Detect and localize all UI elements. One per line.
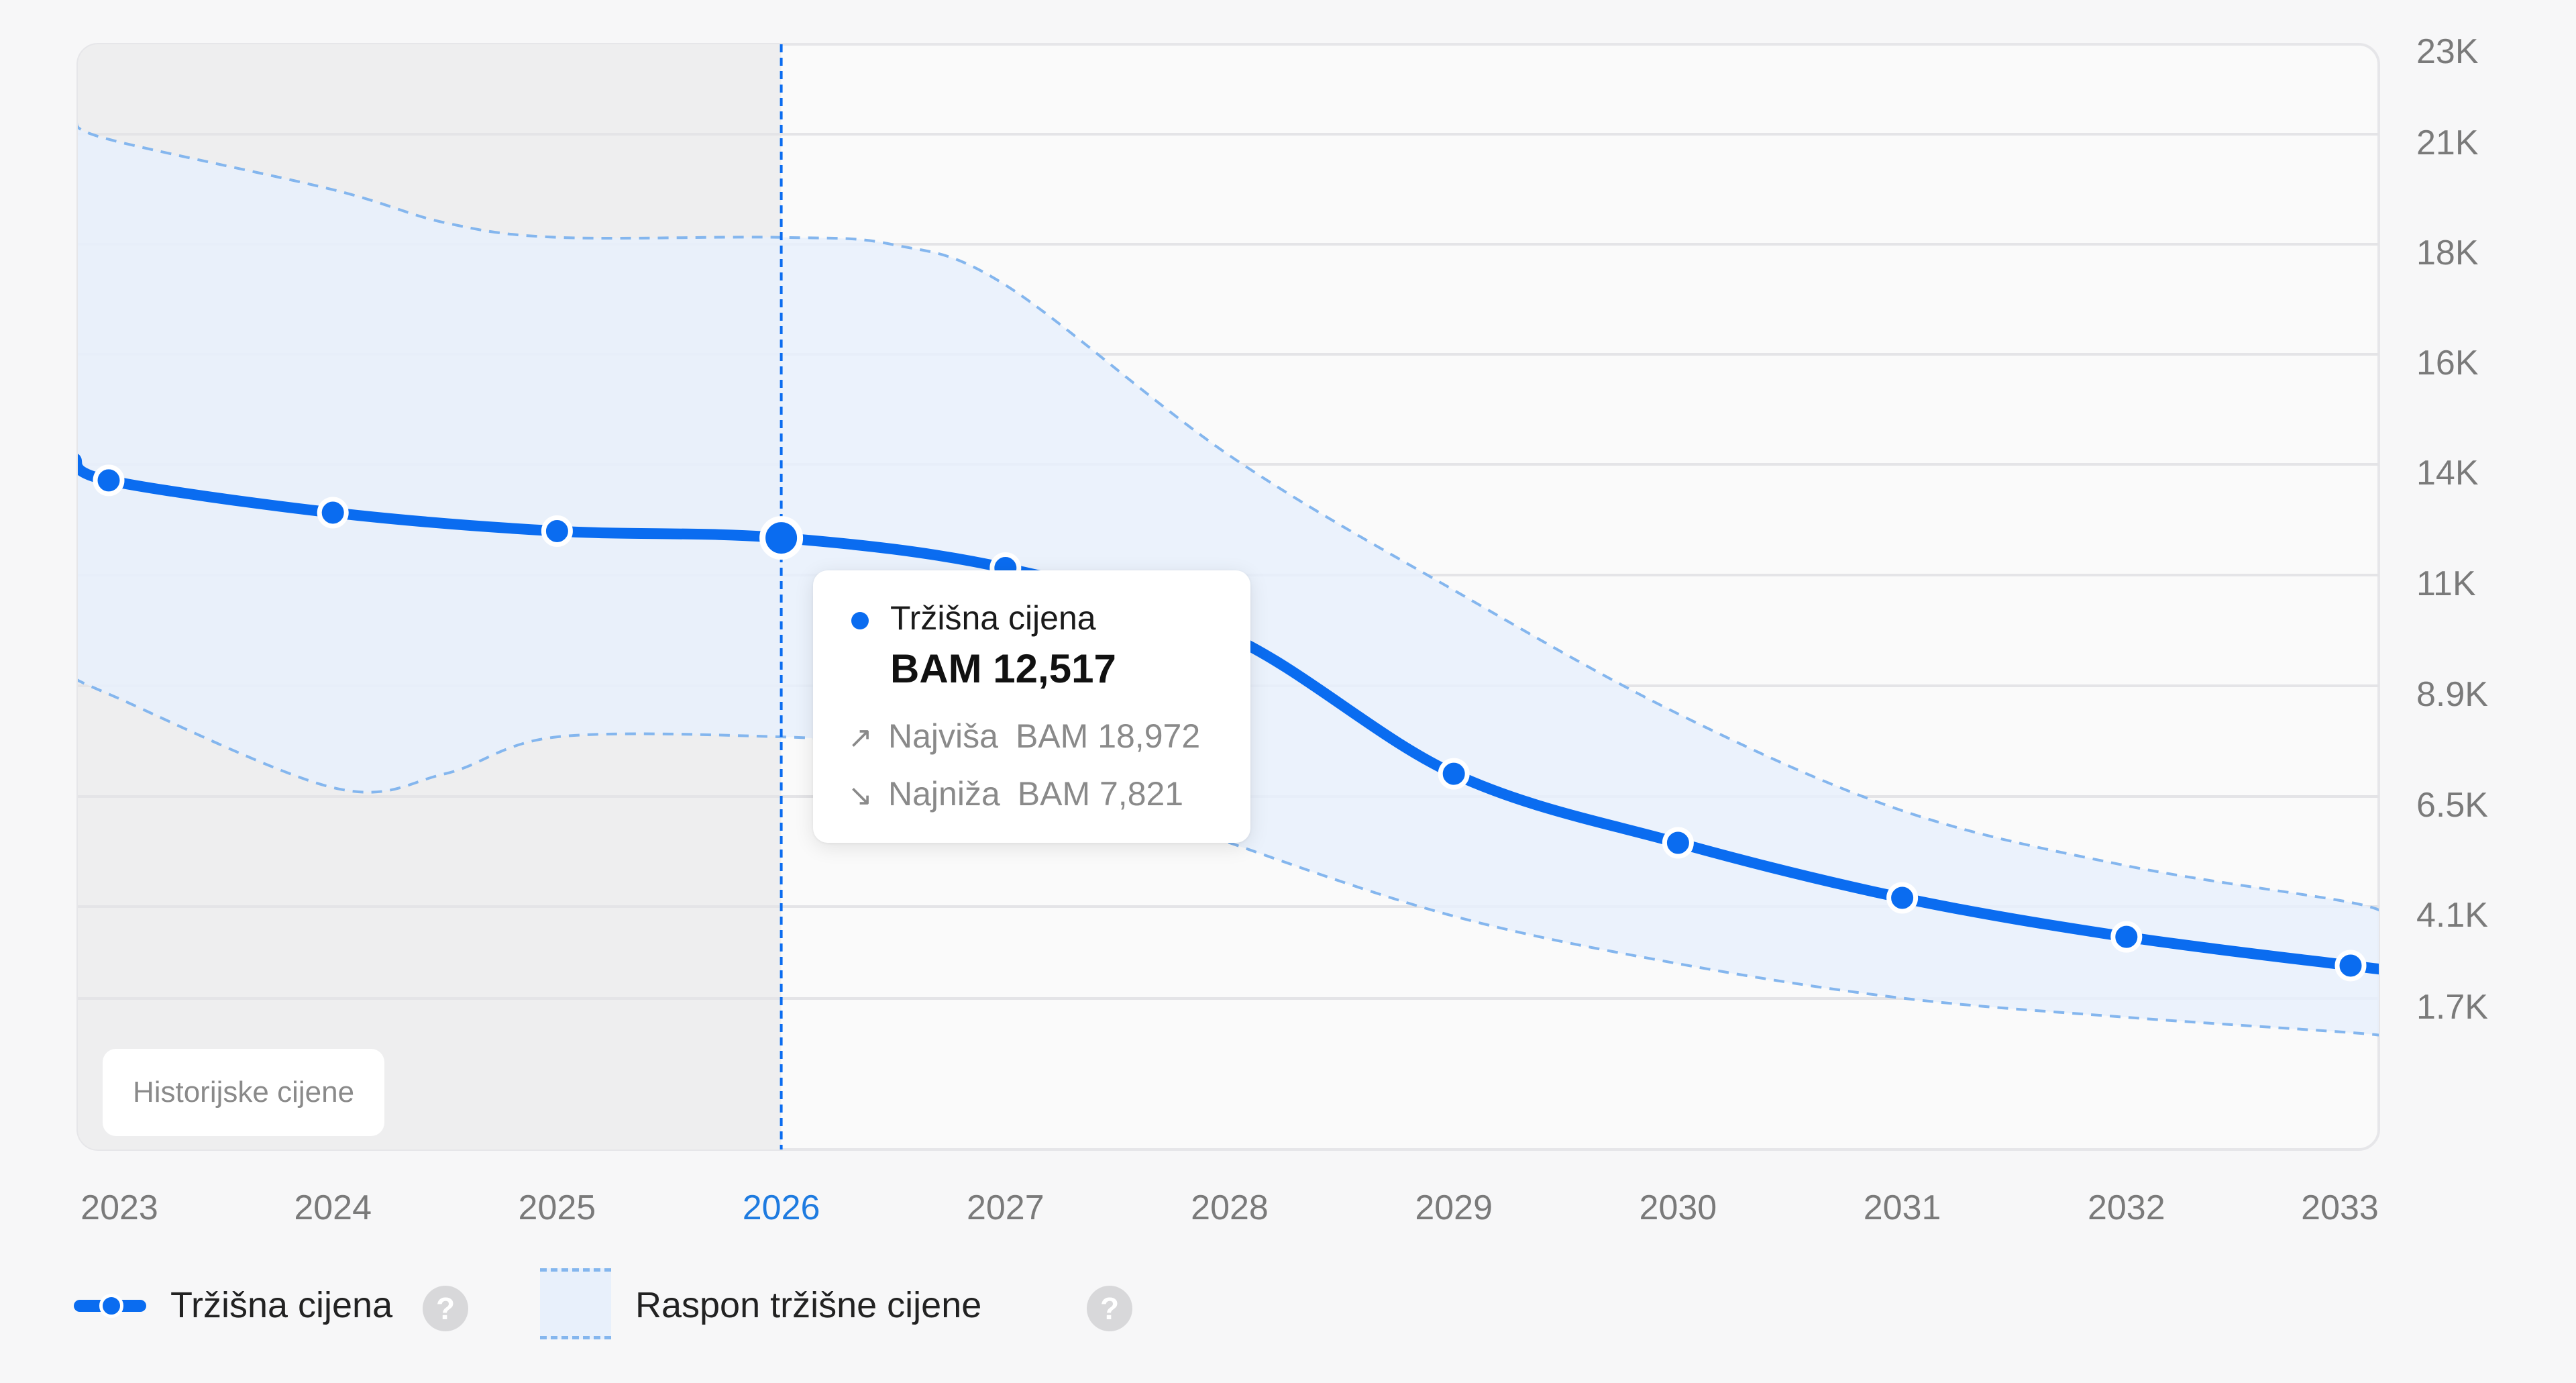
- arrow-up-right-icon: ↗: [848, 721, 873, 754]
- price-range-upper-line: [78, 119, 2379, 918]
- y-tick-label: 21K: [2416, 123, 2479, 162]
- x-tick-label: 2023: [80, 1188, 158, 1227]
- tooltip-value: BAM 12,517: [890, 646, 1116, 691]
- tooltip-series-dot: [851, 612, 869, 629]
- y-tick-label: 14K: [2416, 454, 2479, 493]
- data-point-2029: [1438, 758, 1470, 790]
- x-tick-label: 2029: [1415, 1188, 1493, 1227]
- y-tick-label: 23K: [2416, 32, 2479, 71]
- data-point-2023: [93, 464, 125, 497]
- data-point-2024: [317, 497, 349, 529]
- y-tick-label: 11K: [2416, 564, 2476, 603]
- data-point-2025: [541, 515, 573, 547]
- data-point-2031: [1886, 882, 1919, 914]
- y-tick-label: 18K: [2416, 234, 2479, 272]
- x-tick-label: 2025: [519, 1188, 596, 1227]
- tooltip-high-label: Najviša: [888, 717, 998, 755]
- help-icon[interactable]: ?: [1087, 1286, 1132, 1331]
- legend-item-market-price[interactable]: Tržišna cijena ?: [74, 1268, 490, 1342]
- tooltip-high-row: ↗ Najviša BAM 18,972: [848, 717, 1200, 756]
- x-tick-label: 2027: [967, 1188, 1044, 1227]
- tooltip-low-label: Najniža: [888, 775, 1000, 813]
- y-tick-label: 16K: [2416, 344, 2479, 382]
- x-tick-label: 2033: [2301, 1188, 2379, 1227]
- arrow-down-right-icon: ↘: [848, 779, 873, 812]
- y-tick-label: 1.7K: [2416, 988, 2488, 1027]
- x-tick-label: 2024: [294, 1188, 372, 1227]
- price-range-lower-line: [78, 676, 2379, 1038]
- data-point-2033: [2334, 950, 2367, 982]
- tooltip-series-label: Tržišna cijena: [890, 599, 1096, 637]
- legend-label-market-price: Tržišna cijena: [170, 1285, 393, 1325]
- legend-line-dot: [99, 1294, 123, 1318]
- data-point-2026: [759, 516, 804, 560]
- x-tick-label: 2028: [1191, 1188, 1269, 1227]
- x-tick-label: 2030: [1640, 1188, 1717, 1227]
- historical-prices-label: Historijske cijene: [103, 1049, 384, 1136]
- help-icon[interactable]: ?: [423, 1286, 468, 1331]
- y-tick-label: 8.9K: [2416, 675, 2488, 714]
- data-point-2032: [2110, 921, 2143, 953]
- data-point-2030: [1662, 827, 1694, 859]
- tooltip-low-value: BAM 7,821: [1017, 775, 1184, 813]
- legend-label-price-range: Raspon tržišne cijene: [635, 1285, 982, 1325]
- tooltip-high-value: BAM 18,972: [1015, 717, 1201, 755]
- legend-band-swatch: [540, 1268, 611, 1339]
- x-tick-label: 2031: [1864, 1188, 1941, 1227]
- tooltip-low-row: ↘ Najniža BAM 7,821: [848, 774, 1183, 813]
- tooltip: Tržišna cijena BAM 12,517 ↗ Najviša BAM 18…: [813, 570, 1250, 843]
- x-tick-label: 2026: [743, 1188, 820, 1227]
- y-tick-label: 6.5K: [2416, 786, 2488, 825]
- x-tick-label: 2032: [2088, 1188, 2165, 1227]
- y-tick-label: 4.1K: [2416, 896, 2488, 935]
- legend-item-price-range[interactable]: Raspon tržišne cijene ?: [540, 1268, 1144, 1342]
